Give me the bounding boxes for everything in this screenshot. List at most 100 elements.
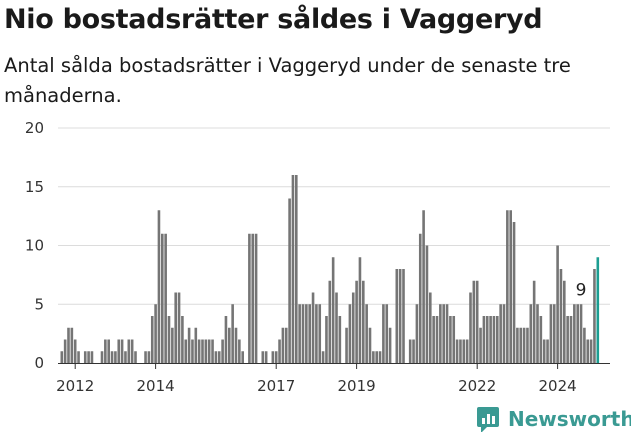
bar xyxy=(338,316,342,363)
annotations: 9 xyxy=(576,280,587,300)
bar xyxy=(191,339,194,363)
bar xyxy=(60,351,64,363)
bar xyxy=(502,304,506,363)
y-tick-label: 20 xyxy=(25,119,44,137)
x-tick-label: 2012 xyxy=(56,377,94,395)
bar xyxy=(248,233,251,363)
bar xyxy=(107,339,110,363)
bar xyxy=(284,327,288,363)
bar xyxy=(563,280,566,363)
bar xyxy=(217,351,221,363)
bar xyxy=(479,327,482,363)
bar xyxy=(214,351,218,363)
bar xyxy=(328,280,332,363)
bar xyxy=(127,339,131,363)
newsworthy-logo-text: Newsworthy xyxy=(508,407,631,431)
bar xyxy=(475,280,479,363)
bar xyxy=(67,327,70,363)
bar xyxy=(325,316,328,363)
y-tick-label: 0 xyxy=(34,354,44,372)
bar xyxy=(157,210,161,363)
bar xyxy=(197,339,201,363)
bar xyxy=(120,339,124,363)
bar xyxy=(418,233,422,363)
bar xyxy=(449,316,452,363)
bar xyxy=(459,339,462,363)
bar xyxy=(295,175,298,363)
bar xyxy=(358,257,362,363)
bar xyxy=(241,351,244,363)
bar xyxy=(315,304,318,363)
bar xyxy=(552,304,556,363)
bar xyxy=(238,339,241,363)
bar xyxy=(372,351,375,363)
bar xyxy=(395,269,399,363)
bar xyxy=(130,339,134,363)
bar xyxy=(274,351,278,363)
bar xyxy=(171,327,174,363)
bar xyxy=(104,339,107,363)
bar xyxy=(224,316,228,363)
bar xyxy=(439,304,442,363)
bar xyxy=(368,327,372,363)
bar xyxy=(305,304,308,363)
y-tick-label: 10 xyxy=(25,237,44,255)
bar xyxy=(144,351,147,363)
bar xyxy=(174,292,177,363)
bar xyxy=(114,351,117,363)
bar xyxy=(539,316,543,363)
bar xyxy=(522,327,526,363)
bar xyxy=(425,245,429,363)
bar xyxy=(331,257,335,363)
bar xyxy=(187,327,191,363)
bar xyxy=(512,222,516,363)
bar xyxy=(532,280,536,363)
bar xyxy=(382,304,385,363)
x-tick-label: 2017 xyxy=(257,377,295,395)
data-label: 9 xyxy=(576,280,587,300)
bar xyxy=(492,316,496,363)
bar xyxy=(154,304,157,363)
bar xyxy=(499,304,502,363)
bar xyxy=(435,316,439,363)
bar xyxy=(201,339,204,363)
bar xyxy=(586,339,590,363)
bar xyxy=(583,327,586,363)
bar xyxy=(181,316,184,363)
y-tick-label: 5 xyxy=(34,295,44,313)
bar xyxy=(63,339,67,363)
bar xyxy=(311,292,315,363)
bar xyxy=(596,257,600,363)
bar xyxy=(566,316,569,363)
bar xyxy=(308,304,311,363)
bar xyxy=(228,327,231,363)
bar xyxy=(231,304,234,363)
bar xyxy=(526,327,529,363)
bar xyxy=(482,316,486,363)
bar xyxy=(542,339,546,363)
bar xyxy=(402,269,405,363)
bar xyxy=(124,351,127,363)
bar xyxy=(134,351,137,363)
bar xyxy=(445,304,449,363)
bar xyxy=(365,304,368,363)
x-tick-label: 2014 xyxy=(137,377,175,395)
bar xyxy=(351,292,355,363)
bar xyxy=(388,327,392,363)
bar xyxy=(234,327,238,363)
bar xyxy=(489,316,492,363)
bar xyxy=(345,327,348,363)
bar xyxy=(298,304,301,363)
bar xyxy=(385,304,389,363)
bar xyxy=(177,292,181,363)
bar xyxy=(485,316,489,363)
bar xyxy=(375,351,378,363)
bar xyxy=(291,175,295,363)
bar xyxy=(355,280,358,363)
bar xyxy=(573,304,576,363)
bar xyxy=(579,304,583,363)
bar xyxy=(77,351,80,363)
bar xyxy=(429,292,432,363)
bar xyxy=(472,280,476,363)
bar xyxy=(251,233,255,363)
